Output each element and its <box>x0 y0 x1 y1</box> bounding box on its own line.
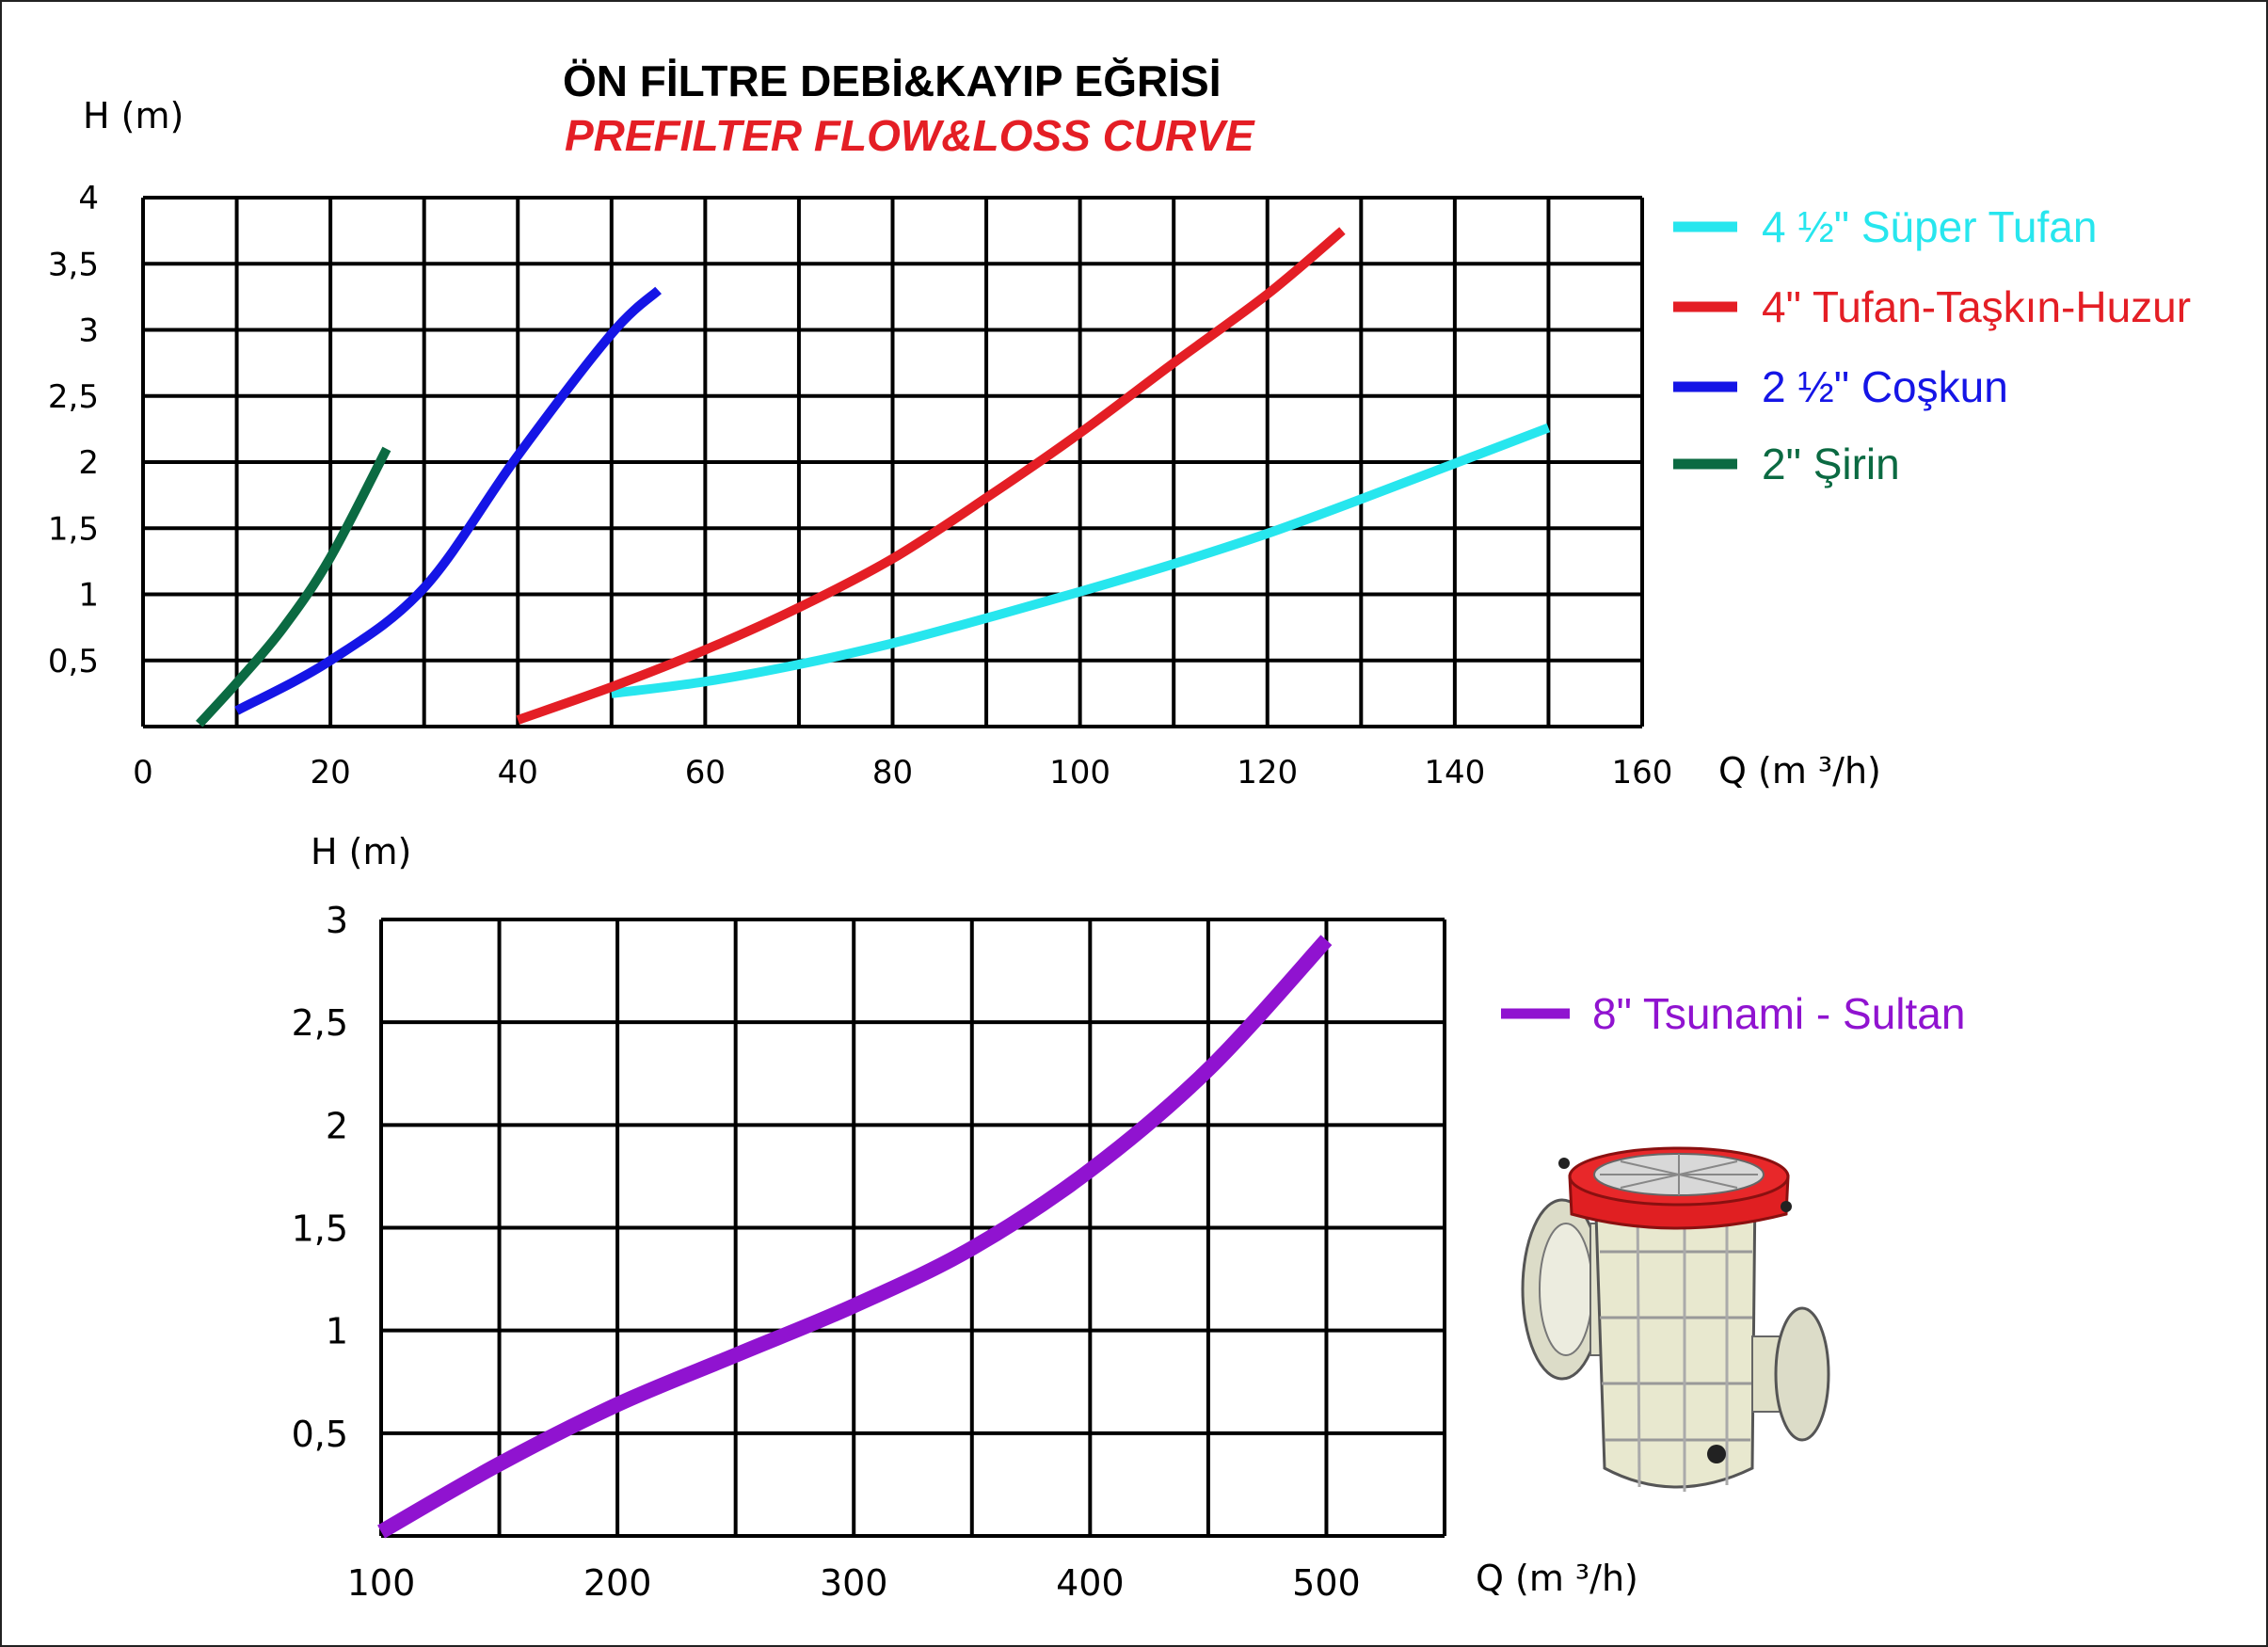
y-tick-label: 1 <box>326 1311 348 1352</box>
legend-label: 8" Tsunami - Sultan <box>1592 989 1965 1038</box>
chart-title: ÖN FİLTRE DEBİ&KAYIP EĞRİSİ <box>563 56 1221 105</box>
y-tick-label: 1,5 <box>292 1208 348 1250</box>
x-axis-label: Q (m ³/h) <box>1718 750 1881 792</box>
y-tick-label: 0,5 <box>292 1414 348 1455</box>
y-tick-label: 1 <box>78 577 99 615</box>
legend-label: 2 ½" Coşkun <box>1762 362 2008 411</box>
y-tick-label: 2 <box>326 1105 348 1146</box>
chart-subtitle: PREFILTER FLOW&LOSS CURVE <box>565 111 1255 160</box>
x-tick-label: 0 <box>133 754 153 792</box>
lower-chart: 100 200 300 400 500 0,5 1 1,5 2 2,5 3 H (m) Q (m ³/h… <box>292 831 1966 1604</box>
series-line <box>516 227 1346 725</box>
x-axis-label: Q (m ³/h) <box>1476 1558 1638 1599</box>
series-line <box>377 935 1333 1539</box>
y-tick-label: 3 <box>326 900 348 941</box>
x-tick-label: 500 <box>1292 1562 1361 1604</box>
series-line <box>234 286 662 715</box>
x-tick-label: 160 <box>1612 754 1673 792</box>
legend-label: 4" Tufan-Taşkın-Huzur <box>1762 282 2191 331</box>
y-tick-label: 1,5 <box>48 510 99 548</box>
legend-label: 2" Şirin <box>1762 440 1900 488</box>
y-tick-label: 3,5 <box>48 246 99 283</box>
x-tick-label: 60 <box>685 754 726 792</box>
x-tick-label: 100 <box>1049 754 1110 792</box>
y-tick-label: 4 <box>78 180 99 217</box>
series-line <box>196 446 391 728</box>
y-tick-label: 2,5 <box>292 1002 348 1044</box>
y-axis-label: H (m) <box>83 95 184 136</box>
y-tick-label: 2 <box>78 444 99 482</box>
x-tick-label: 120 <box>1237 754 1298 792</box>
y-axis-label: H (m) <box>311 831 411 872</box>
y-tick-label: 0,5 <box>48 643 99 680</box>
upper-chart: 0 20 40 60 80 100 120 140 160 0,5 1 1,5 2 2,5 3 3,5 4 H (… <box>48 95 2191 792</box>
x-tick-label: 200 <box>583 1562 652 1604</box>
x-tick-label: 20 <box>310 754 350 792</box>
y-tick-label: 3 <box>78 312 99 350</box>
x-tick-label: 80 <box>872 754 913 792</box>
x-tick-label: 300 <box>820 1562 888 1604</box>
legend-label: 4 ½" Süper Tufan <box>1762 202 2097 251</box>
x-tick-label: 40 <box>498 754 538 792</box>
x-tick-label: 400 <box>1056 1562 1125 1604</box>
x-tick-label: 140 <box>1424 754 1485 792</box>
y-tick-label: 2,5 <box>48 378 99 416</box>
x-tick-label: 100 <box>347 1562 416 1604</box>
series-line <box>611 423 1551 698</box>
prefilter-housing-icon <box>1521 1146 1830 1492</box>
